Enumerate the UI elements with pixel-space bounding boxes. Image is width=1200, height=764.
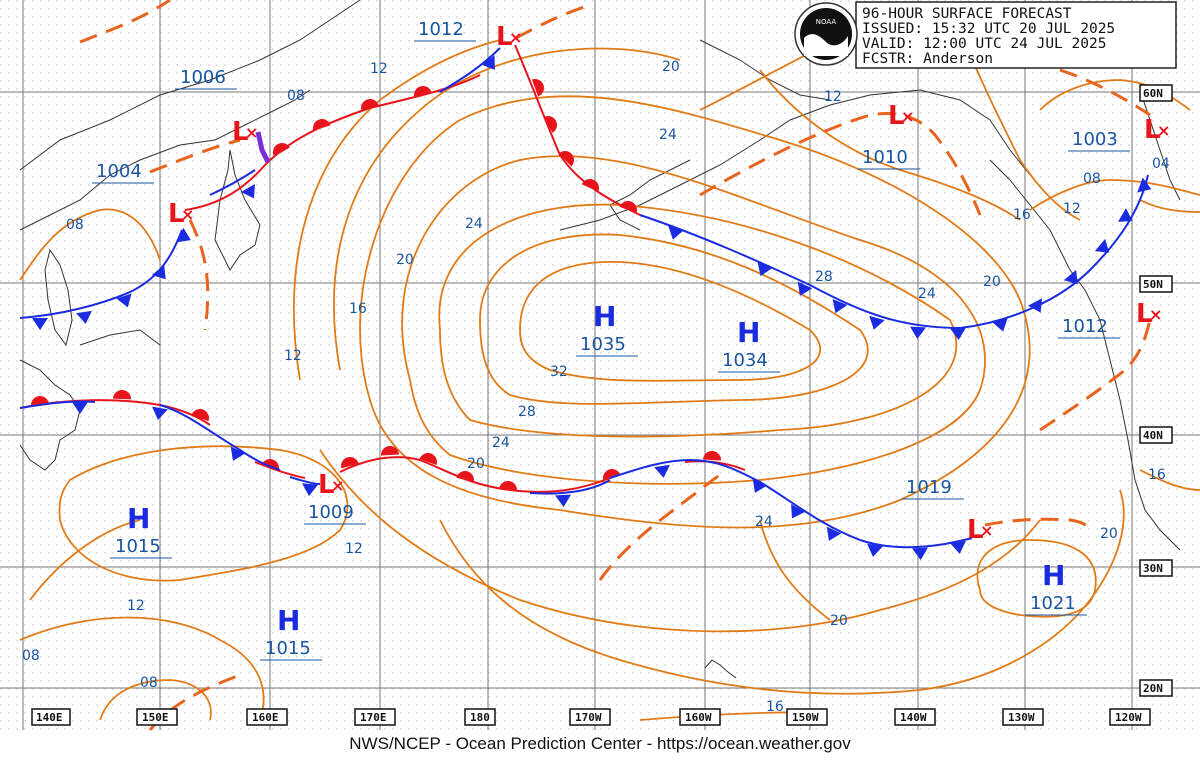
- lon-label: 140E: [36, 711, 63, 724]
- isobar-label: 12: [1063, 201, 1081, 217]
- lon-label: 150E: [142, 711, 169, 724]
- lat-label: 30N: [1143, 562, 1163, 575]
- lon-label: 160E: [252, 711, 279, 724]
- isobar-label: 20: [467, 456, 485, 472]
- lon-label: 170E: [360, 711, 387, 724]
- lat-label: 40N: [1143, 429, 1163, 442]
- isobar-label: 08: [66, 217, 84, 233]
- lon-label: 130W: [1008, 711, 1035, 724]
- high-marker: H: [277, 604, 300, 637]
- noaa-logo-text: NOAA: [816, 18, 837, 26]
- cold-fronts: [19, 47, 1155, 561]
- isobar-label: 20: [396, 252, 414, 268]
- isobar-labels: 12 08 08 24 20 16 12 32 28 24 20 12 12 0…: [22, 59, 1170, 715]
- lon-label: 120W: [1115, 711, 1142, 724]
- pressure-value-low: 1019: [906, 477, 952, 498]
- high-markers: H H H H H: [127, 300, 1065, 637]
- isobar-label: 20: [1100, 526, 1118, 542]
- isobar-label: 12: [345, 541, 363, 557]
- lon-label: 150W: [792, 711, 819, 724]
- forecast-header: 96-HOUR SURFACE FORECAST ISSUED: 15:32 U…: [794, 1, 1177, 69]
- pressure-value-low: 1006: [180, 67, 226, 88]
- isobar-label: 28: [815, 269, 833, 285]
- pressure-value-high: 1034: [722, 350, 768, 371]
- isobar-label: 16: [766, 699, 784, 715]
- pressure-value-low: 1004: [96, 161, 142, 182]
- pressure-value-high: 1021: [1030, 593, 1076, 614]
- header-issued: ISSUED: 15:32 UTC 20 JUL 2025: [862, 21, 1115, 37]
- pressure-value-low: 1009: [308, 502, 354, 523]
- noaa-logo-icon: NOAA: [794, 2, 858, 66]
- isobar-label: 24: [918, 286, 936, 302]
- isobar-label: 16: [349, 301, 367, 317]
- isobar-label: 32: [550, 364, 568, 380]
- isobar-label: 20: [983, 274, 1001, 290]
- coastlines: [19, 0, 1181, 679]
- isobar-label: 12: [824, 89, 842, 105]
- isobar-label: 20: [662, 59, 680, 75]
- header-valid: VALID: 12:00 UTC 24 JUL 2025: [862, 36, 1106, 52]
- high-marker: H: [593, 300, 616, 333]
- lon-label: 160W: [685, 711, 712, 724]
- occluded-front: [255, 131, 271, 164]
- high-marker: H: [1042, 559, 1065, 592]
- isobar-label: 12: [127, 598, 145, 614]
- high-marker: H: [737, 316, 760, 349]
- isobar-label: 24: [465, 216, 483, 232]
- isobar-label: 24: [492, 435, 510, 451]
- footer-credit: NWS/NCEP - Ocean Prediction Center - htt…: [349, 734, 851, 753]
- pressure-value-high: 1015: [115, 536, 161, 557]
- latitude-axis: 60N 50N 40N 30N 20N: [1139, 84, 1173, 697]
- isobar-label: 04: [1152, 156, 1170, 172]
- isobar-label: 08: [22, 648, 40, 664]
- header-title: 96-HOUR SURFACE FORECAST: [862, 6, 1072, 22]
- isobar-label: 12: [370, 61, 388, 77]
- isobar-label: 08: [140, 675, 158, 691]
- lat-label: 50N: [1143, 278, 1163, 291]
- isobar-label: 24: [659, 127, 677, 143]
- isobar-label: 28: [518, 404, 536, 420]
- isobar-label: 08: [1083, 171, 1101, 187]
- lat-label: 60N: [1143, 87, 1163, 100]
- map-background: [0, 0, 1200, 730]
- isobar-label: 16: [1148, 467, 1166, 483]
- pressure-values: 1035 1034 1015 1015 1021 1012 1006 1004 …: [96, 19, 1118, 659]
- lat-label: 20N: [1143, 682, 1163, 695]
- longitude-axis: 140E 150E 160E 170E 180 170W 160W 150W 1…: [31, 708, 1151, 726]
- pressure-value-low: 1003: [1072, 129, 1118, 150]
- high-marker: H: [127, 502, 150, 535]
- pressure-value-low: 1012: [418, 19, 464, 40]
- isobar-label: 12: [284, 348, 302, 364]
- lon-label: 180: [470, 711, 490, 724]
- isobar-label: 08: [287, 88, 305, 104]
- header-forecaster: FCSTR: Anderson: [862, 51, 993, 67]
- lon-label: 140W: [900, 711, 927, 724]
- isobar-label: 20: [830, 613, 848, 629]
- pressure-underlines: [92, 40, 1130, 661]
- pressure-value-high: 1035: [580, 334, 626, 355]
- pressure-value-high: 1015: [265, 638, 311, 659]
- pressure-value-low: 1010: [862, 147, 908, 168]
- isobar-label: 16: [1013, 207, 1031, 223]
- pressure-value-low: 1012: [1062, 316, 1108, 337]
- isobar-label: 24: [755, 514, 773, 530]
- lon-label: 170W: [575, 711, 602, 724]
